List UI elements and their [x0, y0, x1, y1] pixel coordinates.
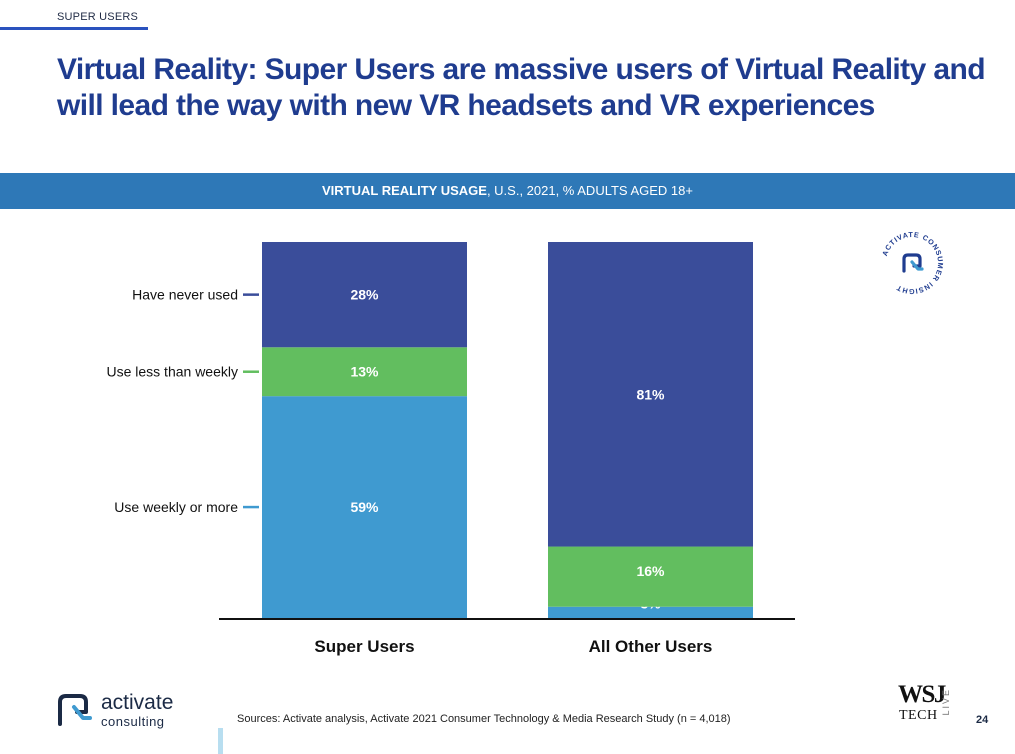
bar-super-users-use-weekly-or-more	[262, 396, 467, 618]
chart-title-bold: VIRTUAL REALITY USAGE	[322, 183, 487, 198]
source-note: Sources: Activate analysis, Activate 202…	[237, 713, 731, 725]
section-rule	[0, 27, 148, 30]
data-label-super-users-have-never-used: 28%	[350, 287, 379, 303]
activate-logo-icon	[902, 253, 924, 273]
bar-all-other-users-use-less-than-weekly	[548, 546, 753, 607]
page-title-line-2: will lead the way with new VR headsets a…	[57, 89, 875, 122]
activate-logo-mark-icon	[58, 694, 92, 726]
data-label-super-users-use-weekly-or-more: 59%	[350, 499, 379, 515]
wsj-tech-live-logo: WSJ TECH LIVE	[898, 682, 962, 730]
category-label-all-other-users: All Other Users	[589, 637, 713, 656]
wsj-wordmark: WSJ	[898, 681, 946, 708]
bar-super-users-use-less-than-weekly	[262, 347, 467, 397]
page-number: 24	[976, 714, 989, 726]
page-title-line-1: Virtual Reality: Super Users are massive…	[57, 53, 986, 86]
footer-accent-bar	[218, 728, 223, 754]
bar-all-other-users-have-never-used	[548, 242, 753, 547]
activate-consulting-logo: activate consulting	[56, 692, 173, 733]
chart-title-banner: VIRTUAL REALITY USAGE, U.S., 2021, % ADU…	[0, 173, 1015, 209]
legend-label-use-less-than-weekly: Use less than weekly	[106, 364, 238, 380]
page-title: Virtual Reality: Super Users are massive…	[57, 52, 987, 124]
wsj-tech-label: TECH	[899, 708, 938, 723]
data-label-all-other-users-have-never-used: 81%	[636, 386, 665, 402]
category-label-super-users: Super Users	[314, 637, 414, 656]
legend-label-use-weekly-or-more: Use weekly or more	[114, 499, 238, 515]
activate-consumer-insight-badge: ACTIVATE CONSUMER INSIGHT	[880, 230, 944, 296]
bar-all-other-users-use-weekly-or-more	[548, 606, 753, 618]
section-tag: SUPER USERS	[57, 11, 139, 23]
data-label-all-other-users-use-less-than-weekly: 16%	[636, 563, 665, 579]
wsj-live-label: LIVE	[941, 688, 951, 716]
legend-label-have-never-used: Have never used	[132, 287, 238, 303]
bar-super-users-have-never-used	[262, 242, 467, 348]
data-label-super-users-use-less-than-weekly: 13%	[350, 364, 379, 380]
chart-title-rest: , U.S., 2021, % ADULTS AGED 18+	[486, 183, 693, 198]
logo-subtitle: consulting	[101, 714, 165, 729]
logo-wordmark: activate	[101, 691, 174, 714]
